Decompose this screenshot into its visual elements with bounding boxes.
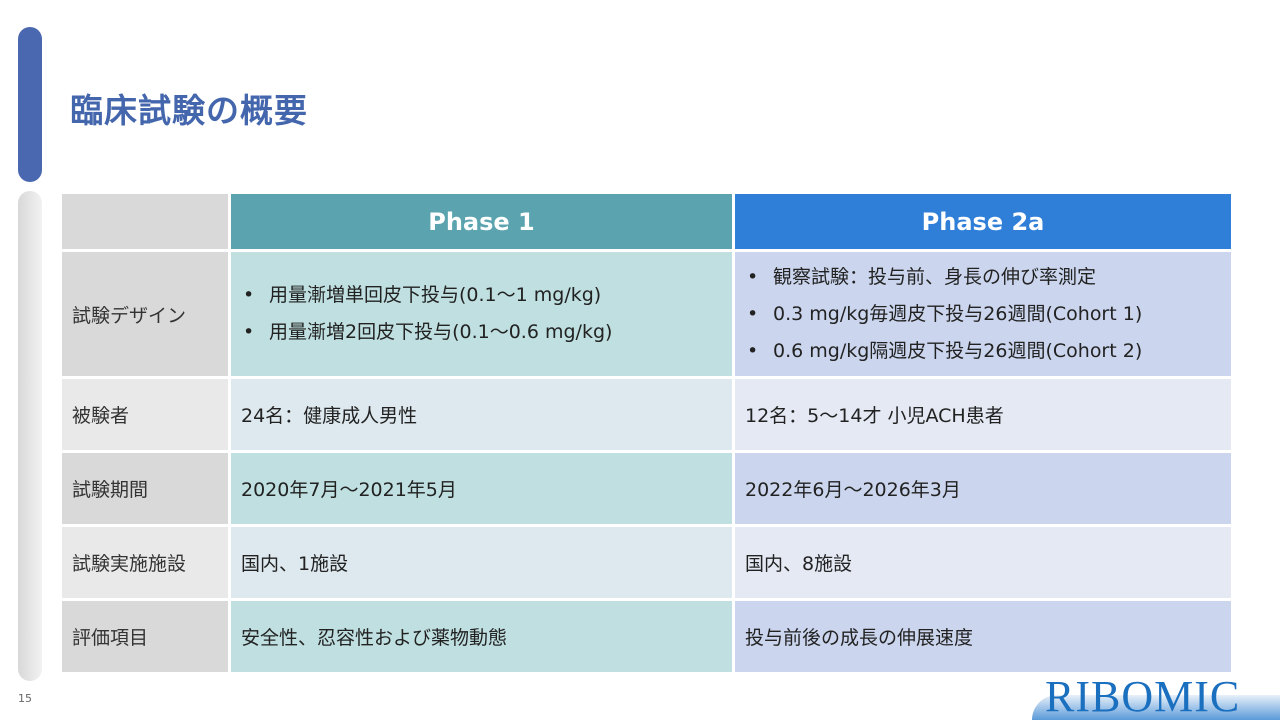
side-bar [18,191,42,681]
cell-phase1: 国内、1施設 [231,527,732,598]
logo-text: RIBOMIC [1045,672,1241,721]
table-row: 試験期間 2020年7月～2021年5月 2022年6月～2026年3月 [62,453,1231,524]
row-label: 試験期間 [62,453,228,524]
row-label: 被験者 [62,379,228,450]
table-row: 被験者 24名：健康成人男性 12名：5～14才 小児ACH患者 [62,379,1231,450]
cell-phase2a: 投与前後の成長の伸展速度 [735,601,1231,672]
table-header-row: Phase 1 Phase 2a [62,194,1231,249]
row-label: 評価項目 [62,601,228,672]
table-row: 試験実施施設 国内、1施設 国内、8施設 [62,527,1231,598]
list-item: 0.6 mg/kg隔週皮下投与26週間(Cohort 2) [745,333,1221,370]
header-phase1: Phase 1 [231,194,732,249]
page-title: 臨床試験の概要 [70,91,308,130]
cell-phase1: 2020年7月～2021年5月 [231,453,732,524]
row-label: 試験デザイン [62,252,228,376]
cell-phase2a: 観察試験：投与前、身長の伸び率測定 0.3 mg/kg毎週皮下投与26週間(Co… [735,252,1231,376]
cell-phase2a: 国内、8施設 [735,527,1231,598]
cell-phase1: 用量漸増単回皮下投与(0.1～1 mg/kg) 用量漸増2回皮下投与(0.1～0… [231,252,732,376]
table-row: 試験デザイン 用量漸増単回皮下投与(0.1～1 mg/kg) 用量漸増2回皮下投… [62,252,1231,376]
table-row: 評価項目 安全性、忍容性および薬物動態 投与前後の成長の伸展速度 [62,601,1231,672]
trial-overview-table: Phase 1 Phase 2a 試験デザイン 用量漸増単回皮下投与(0.1～1… [59,191,1234,675]
list-item: 用量漸増2回皮下投与(0.1～0.6 mg/kg) [241,314,722,351]
row-label: 試験実施施設 [62,527,228,598]
ribomic-logo: RIBOMIC [1020,672,1280,721]
cell-phase1: 安全性、忍容性および薬物動態 [231,601,732,672]
header-blank [62,194,228,249]
list-item: 用量漸増単回皮下投与(0.1～1 mg/kg) [241,277,722,314]
page-number: 15 [18,692,32,705]
cell-phase2a: 2022年6月～2026年3月 [735,453,1231,524]
header-phase2a: Phase 2a [735,194,1231,249]
cell-phase2a: 12名：5～14才 小児ACH患者 [735,379,1231,450]
cell-phase1: 24名：健康成人男性 [231,379,732,450]
list-item: 0.3 mg/kg毎週皮下投与26週間(Cohort 1) [745,296,1221,333]
accent-bar [18,27,42,182]
logo-swoosh [1032,695,1280,720]
list-item: 観察試験：投与前、身長の伸び率測定 [745,259,1221,296]
